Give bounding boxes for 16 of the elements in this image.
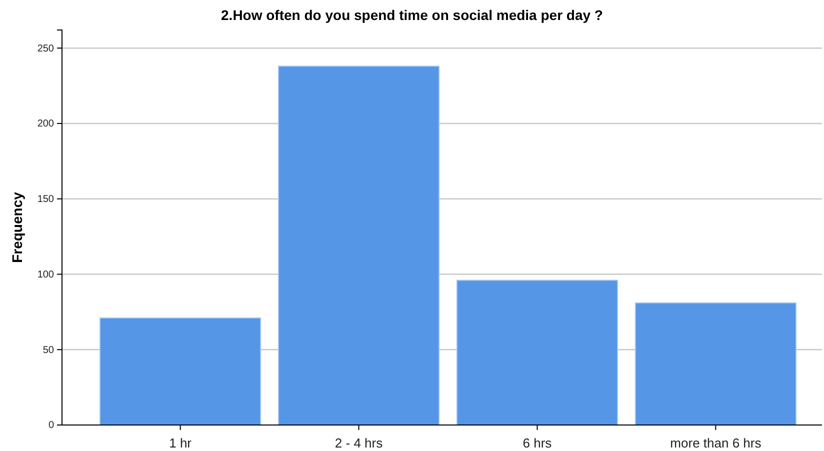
x-tick-label: 6 hrs	[522, 435, 552, 450]
y-tick-label: 200	[37, 118, 54, 130]
y-tick-label: 150	[37, 194, 54, 206]
y-tick-label: 50	[42, 344, 54, 356]
y-tick-label: 250	[37, 43, 54, 54]
bar	[278, 66, 440, 426]
x-tick-label: 2 - 4 hrs	[334, 435, 384, 450]
chart-title: 2.How often do you spend time on social media per day ?	[221, 7, 603, 23]
y-axis-title: Frequency	[9, 192, 25, 263]
x-tick-label: 1 hr	[169, 435, 192, 450]
bar	[634, 302, 796, 426]
x-tick-label: more than 6 hrs	[670, 435, 762, 450]
bar	[100, 317, 262, 426]
bar	[456, 280, 618, 426]
y-tick-label: 100	[37, 269, 54, 280]
y-tick-label: 0	[48, 420, 54, 432]
